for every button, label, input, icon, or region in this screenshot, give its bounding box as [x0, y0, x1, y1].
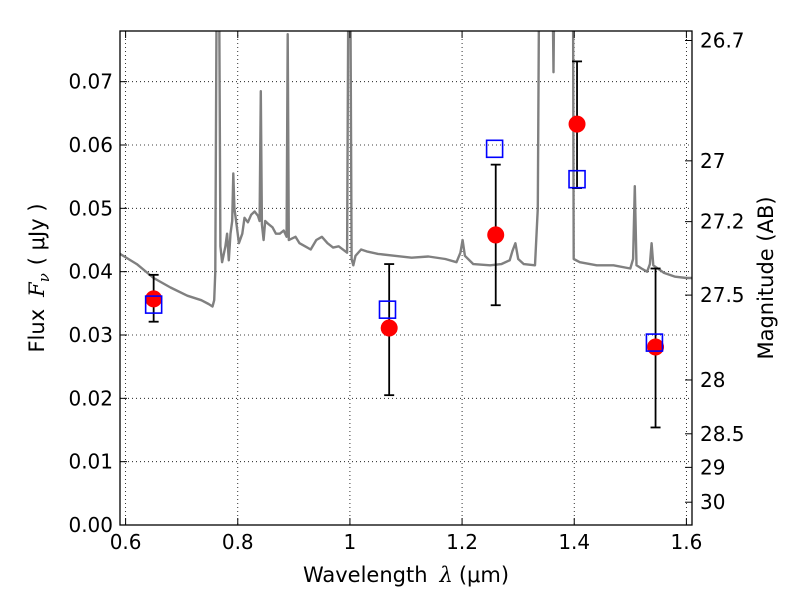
y2-axis: 26.7 27 27.2 27.5 28 28.5 29 30 [685, 29, 745, 514]
y-axis: 0.00 0.01 0.02 0.03 0.04 0.05 0.06 0.07 [68, 70, 127, 537]
model-photometry-point [645, 333, 664, 352]
y-axis-label-symbol: F [25, 281, 49, 298]
model-photometry-point [485, 139, 504, 159]
y-tick-label: 0.01 [68, 450, 113, 474]
model-photometry-point [144, 295, 163, 314]
y2-tick-label: 26.7 [700, 29, 745, 53]
observed-flux-point [487, 226, 505, 244]
model-spectrum [120, 31, 692, 308]
x-axis-label: Wavelength λ (μm) [303, 563, 509, 587]
x-tick-label: 0.8 [222, 530, 254, 554]
model-photometry-point [568, 169, 586, 189]
x-axis-label-unit: (μm) [459, 563, 509, 587]
y-axis-label-text: Flux [25, 309, 49, 353]
plot-area [120, 31, 692, 525]
y2-tick-label: 27.2 [700, 210, 745, 234]
x-tick-label: 1 [344, 530, 357, 554]
observed-flux-point [380, 319, 398, 337]
x-tick-label: 1.2 [446, 530, 478, 554]
x-tick-label: 1.6 [670, 530, 702, 554]
y-axis-label: Flux Fν ( μJy ) [25, 203, 53, 352]
observed-flux-point [647, 338, 665, 356]
observed-flux-point [568, 115, 586, 133]
x-axis-label-text: Wavelength [303, 563, 428, 587]
y-axis-label-unit: ( μJy ) [25, 203, 49, 265]
y-tick-label: 0.05 [68, 196, 113, 220]
x-tick-label: 0.6 [110, 530, 142, 554]
x-axis-label-symbol: λ [439, 563, 453, 587]
x-axis: 0.6 0.8 1 1.2 1.4 1.6 [110, 31, 702, 554]
plot-frame [119, 30, 693, 526]
y2-tick-label: 27 [700, 149, 725, 173]
y-tick-label: 0.06 [68, 133, 113, 157]
y2-tick-label: 28.5 [700, 422, 745, 446]
y2-tick-label: 28 [700, 368, 725, 392]
data-markers [144, 115, 665, 356]
model-photometry-point [378, 300, 397, 319]
y-tick-label: 0.03 [68, 323, 113, 347]
y2-axis-label: Magnitude (AB) [754, 196, 778, 359]
observed-flux-point [145, 290, 163, 308]
y2-tick-label: 30 [700, 490, 725, 514]
y2-tick-label: 27.5 [700, 283, 745, 307]
spectrum-line [120, 31, 692, 308]
y-tick-label: 0.02 [68, 386, 113, 410]
y-axis-label-subscript: ν [35, 273, 53, 282]
y-tick-label: 0.00 [68, 513, 113, 537]
y2-tick-label: 29 [700, 455, 725, 479]
y-tick-label: 0.07 [68, 70, 113, 94]
y-tick-label: 0.04 [68, 260, 113, 284]
x-tick-label: 1.4 [558, 530, 590, 554]
